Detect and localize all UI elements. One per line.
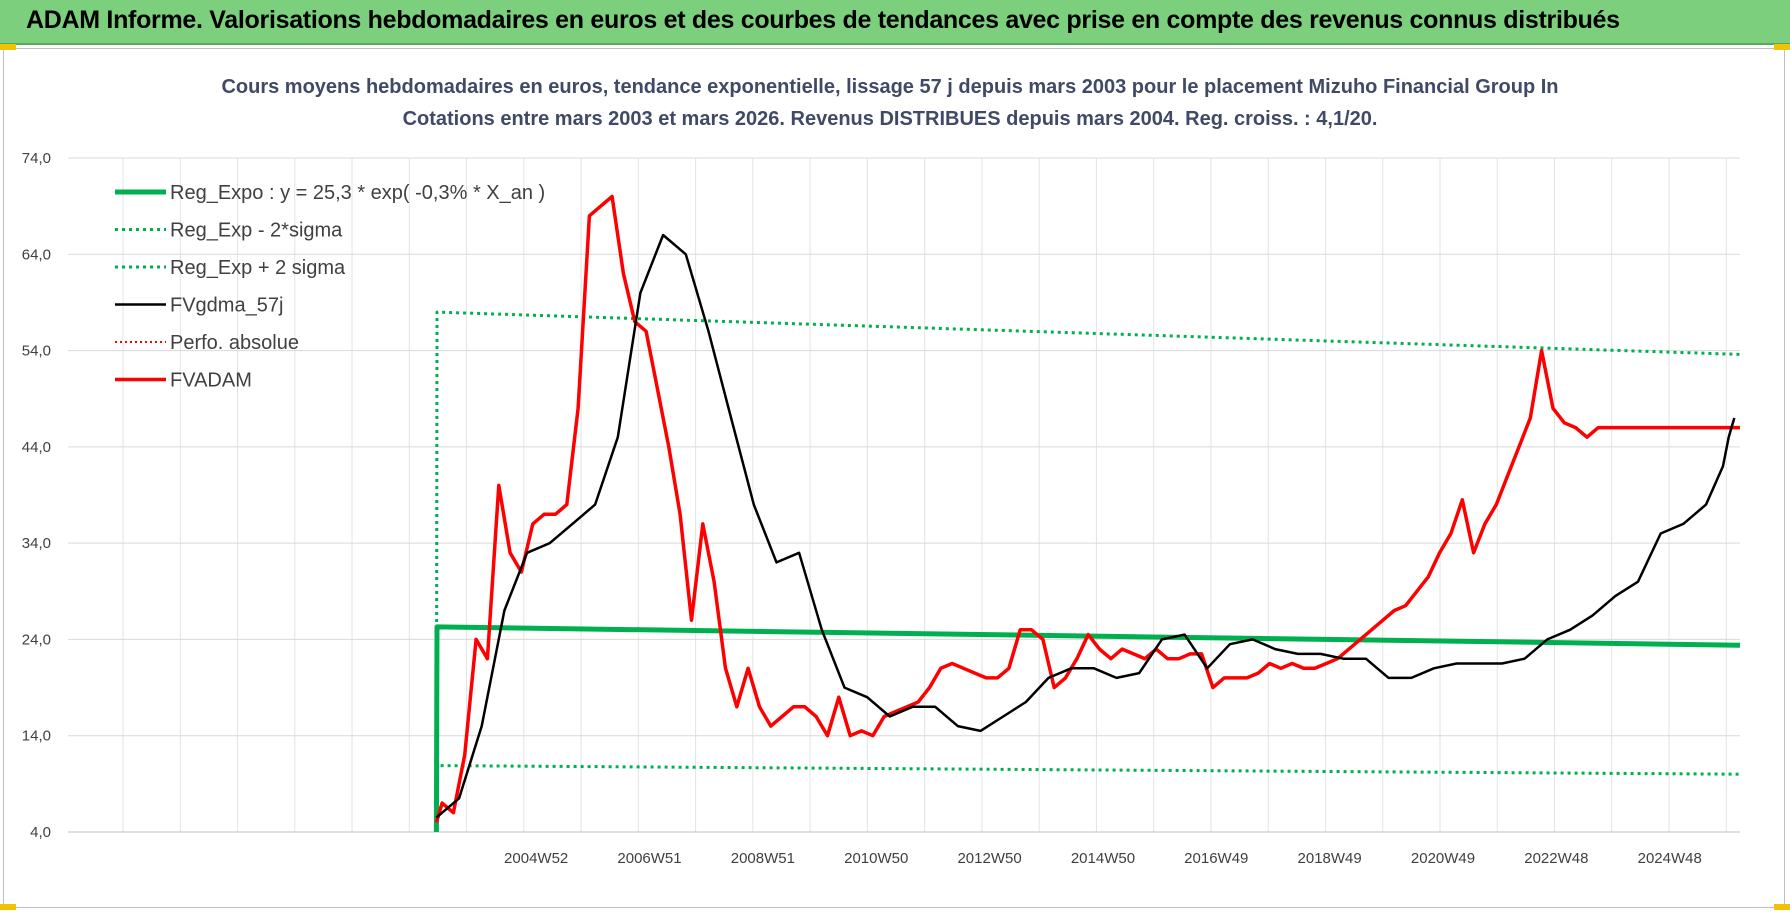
legend-label: FVgdma_57j [170, 295, 283, 317]
x-tick-label: 2010W50 [844, 850, 908, 867]
x-tick-label: 2012W50 [957, 850, 1021, 867]
corner-marker-top-left [0, 44, 16, 50]
x-tick-label: 2004W52 [504, 850, 568, 867]
chart-frame [3, 48, 1785, 908]
legend-label: Reg_Expo : y = 25,3 * exp( -0,3% * X_an … [170, 182, 545, 204]
corner-marker-top-right [1774, 44, 1790, 50]
chart-subtitle: Cotations entre mars 2003 et mars 2026. … [403, 108, 1378, 130]
x-tick-label: 2018W49 [1298, 850, 1362, 867]
x-tick-label: 2014W50 [1071, 850, 1135, 867]
x-tick-label: 2016W49 [1184, 850, 1248, 867]
x-tick-label: 2008W51 [731, 850, 795, 867]
corner-marker-bottom-left [0, 904, 16, 910]
y-tick-label: 44,0 [22, 439, 51, 456]
x-tick-label: 2024W48 [1638, 850, 1702, 867]
y-tick-label: 54,0 [22, 343, 51, 360]
y-tick-label: 4,0 [30, 824, 51, 841]
legend: Reg_Expo : y = 25,3 * exp( -0,3% * X_an … [115, 182, 545, 392]
series-line-solid-thin [435, 233, 1736, 819]
y-tick-label: 74,0 [22, 150, 51, 167]
legend-label: Reg_Exp + 2 sigma [170, 257, 346, 279]
header-banner: ADAM Informe. Valorisations hebdomadaire… [0, 0, 1790, 45]
banner-title: ADAM Informe. Valorisations hebdomadaire… [26, 6, 1620, 34]
x-tick-label: 2020W49 [1411, 850, 1475, 867]
axes: 4,0 14,0 24,0 34,0 44,0 54,0 64,0 74,0 2004W52 20… [22, 150, 1740, 867]
x-tick-label: 2022W48 [1524, 850, 1588, 867]
x-tick-label: 2006W51 [617, 850, 681, 867]
y-tick-label: 24,0 [22, 631, 51, 648]
series-line-dotted [434, 310, 1741, 833]
y-tick-label: 64,0 [22, 246, 51, 263]
legend-label: FVADAM [170, 370, 252, 392]
y-tick-label: 14,0 [22, 728, 51, 745]
series-line-dotted [434, 764, 1741, 833]
corner-marker-bottom-right [1774, 904, 1790, 910]
chart-title: Cours moyens hebdomadaires en euros, ten… [221, 76, 1558, 98]
y-tick-label: 34,0 [22, 535, 51, 552]
series-layer [433, 194, 1741, 833]
legend-label: Reg_Exp - 2*sigma [170, 220, 343, 242]
series-line-solid-red [434, 194, 1740, 823]
series-line-solid-thick [433, 624, 1741, 833]
legend-label: Perfo. absolue [170, 332, 299, 354]
